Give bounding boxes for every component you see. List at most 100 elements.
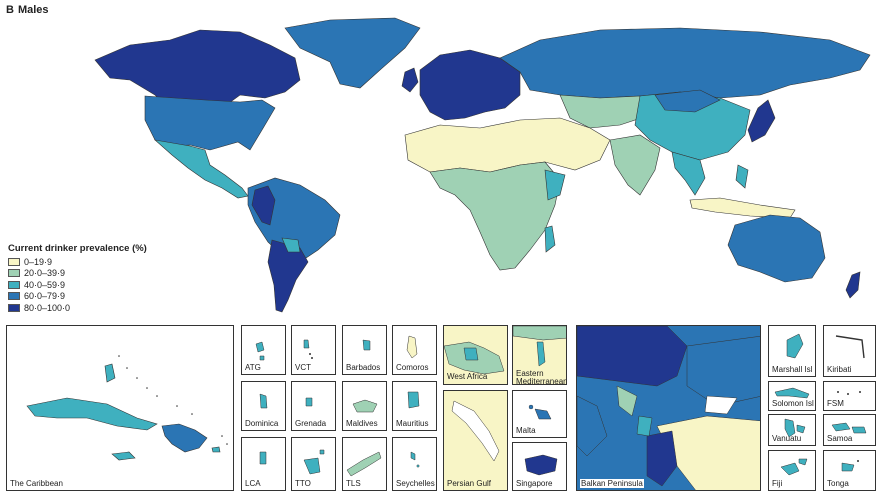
world-map	[94, 17, 871, 313]
inset-vct: VCT	[291, 325, 336, 375]
inset-label: Singapore	[516, 479, 553, 488]
mongolia-shape	[654, 89, 721, 113]
tto-map	[303, 449, 325, 475]
inset-label: Samoa	[827, 434, 853, 443]
inset-balkan: Balkan Peninsula	[576, 325, 761, 491]
inset-fiji: Fiji	[768, 450, 816, 491]
legend-label: 80·0–100·0	[24, 302, 71, 313]
inset-marshall: Marshall Isl	[768, 325, 816, 377]
inset-label: FSM	[827, 399, 844, 408]
inset-label: Barbados	[346, 363, 381, 372]
inset-label: Dominica	[245, 419, 279, 428]
legend-item-1: 20·0–39·9	[8, 268, 147, 280]
new-zealand-shape	[845, 271, 861, 299]
philippines-shape	[735, 164, 749, 189]
inset-label: West Africa	[447, 372, 488, 381]
inset-label: Balkan Peninsula	[580, 479, 644, 488]
inset-seychelles: Seychelles	[392, 437, 437, 491]
inset-singapore: Singapore	[512, 442, 567, 491]
inset-west-africa: West Africa	[443, 325, 508, 385]
inset-comoros: Comoros	[392, 325, 437, 375]
north-africa-shape	[404, 117, 611, 173]
fiji-map	[780, 458, 808, 476]
madagascar-shape	[544, 225, 556, 253]
atg-map	[255, 341, 265, 361]
legend-label: 60·0–79·9	[24, 291, 66, 302]
inset-fsm: FSM	[823, 381, 876, 411]
inset-label: VCT	[295, 363, 311, 372]
inset-label: Persian Gulf	[447, 479, 492, 488]
inset-vanuatu: Vanuatu	[768, 414, 816, 446]
greenland-shape	[284, 17, 421, 89]
panel-letter: B	[6, 4, 14, 16]
inset-malta: Malta	[512, 390, 567, 438]
cuba-shape	[26, 397, 158, 431]
legend-item-3: 60·0–79·9	[8, 291, 147, 303]
inset-samoa: Samoa	[823, 414, 876, 446]
inset-label: TTO	[295, 479, 311, 488]
japan-shape	[747, 99, 776, 143]
inset-label: Kiribati	[827, 365, 852, 374]
inset-label: Fiji	[772, 479, 783, 488]
panel-subtitle: Males	[17, 4, 49, 16]
vanuatu-map	[784, 418, 806, 438]
inset-lca: LCA	[241, 437, 286, 491]
balkan-map	[577, 326, 760, 490]
southeast-asia-shape	[671, 151, 706, 196]
inset-grenada: Grenada	[291, 381, 336, 431]
inset-label: Solomon Isl	[772, 399, 814, 408]
inset-solomon: Solomon Isl	[768, 381, 816, 411]
central-asia-shape	[559, 94, 651, 129]
small-islands	[118, 355, 228, 445]
paraguay-shape	[281, 237, 301, 253]
hispaniola-shape	[161, 423, 208, 453]
inset-tls: TLS	[342, 437, 387, 491]
comoros-map	[406, 335, 418, 359]
bahamas-shape	[104, 363, 116, 383]
inset-label: Maldives	[346, 419, 378, 428]
inset-tonga: Tonga	[823, 450, 876, 491]
legend-label: 20·0–39·9	[24, 268, 66, 279]
dominica-map	[259, 393, 268, 409]
inset-caribbean: The Caribbean	[6, 325, 234, 491]
caribbean-map	[26, 355, 228, 461]
india-shape	[609, 134, 661, 196]
inset-label: Seychelles	[396, 479, 435, 488]
inset-label: Mauritius	[396, 419, 429, 428]
inset-mauritius: Mauritius	[392, 381, 437, 431]
marshall-map	[786, 333, 804, 359]
malta-map	[528, 404, 552, 420]
singapore-map	[524, 454, 558, 476]
europe-shape	[419, 49, 521, 121]
solomon-map	[774, 387, 810, 399]
inset-label: ATG	[245, 363, 261, 372]
puerto-rico-shape	[211, 446, 221, 453]
south-america-south-shape	[267, 239, 309, 313]
panel-title: B Males	[6, 4, 49, 16]
legend-title: Current drinker prevalence (%)	[8, 243, 147, 254]
uk-shape	[401, 67, 419, 93]
russia-shape	[499, 27, 871, 99]
inset-label: TLS	[346, 479, 361, 488]
inset-kiribati: Kiribati	[823, 325, 876, 377]
seychelles-map	[410, 451, 420, 468]
inset-maldives: Maldives	[342, 381, 387, 431]
legend-item-2: 40·0–59·9	[8, 279, 147, 291]
inset-atg: ATG	[241, 325, 286, 375]
maldives-map	[352, 399, 378, 413]
legend-swatch	[8, 303, 20, 312]
lca-map	[259, 451, 267, 465]
persian-gulf-map	[444, 391, 507, 490]
jamaica-shape	[111, 451, 136, 461]
legend-swatch	[8, 280, 20, 289]
inset-barbados: Barbados	[342, 325, 387, 375]
inset-label: Grenada	[295, 419, 327, 428]
grenada-map	[305, 397, 313, 407]
mexico-shape	[154, 139, 249, 199]
legend-item-4: 80·0–100·0	[8, 302, 147, 314]
indonesia-shape	[689, 197, 796, 219]
legend-swatch	[8, 257, 20, 266]
inset-label: Malta	[516, 426, 536, 435]
horn-of-africa-shape	[544, 169, 566, 201]
inset-label: The Caribbean	[10, 479, 63, 488]
